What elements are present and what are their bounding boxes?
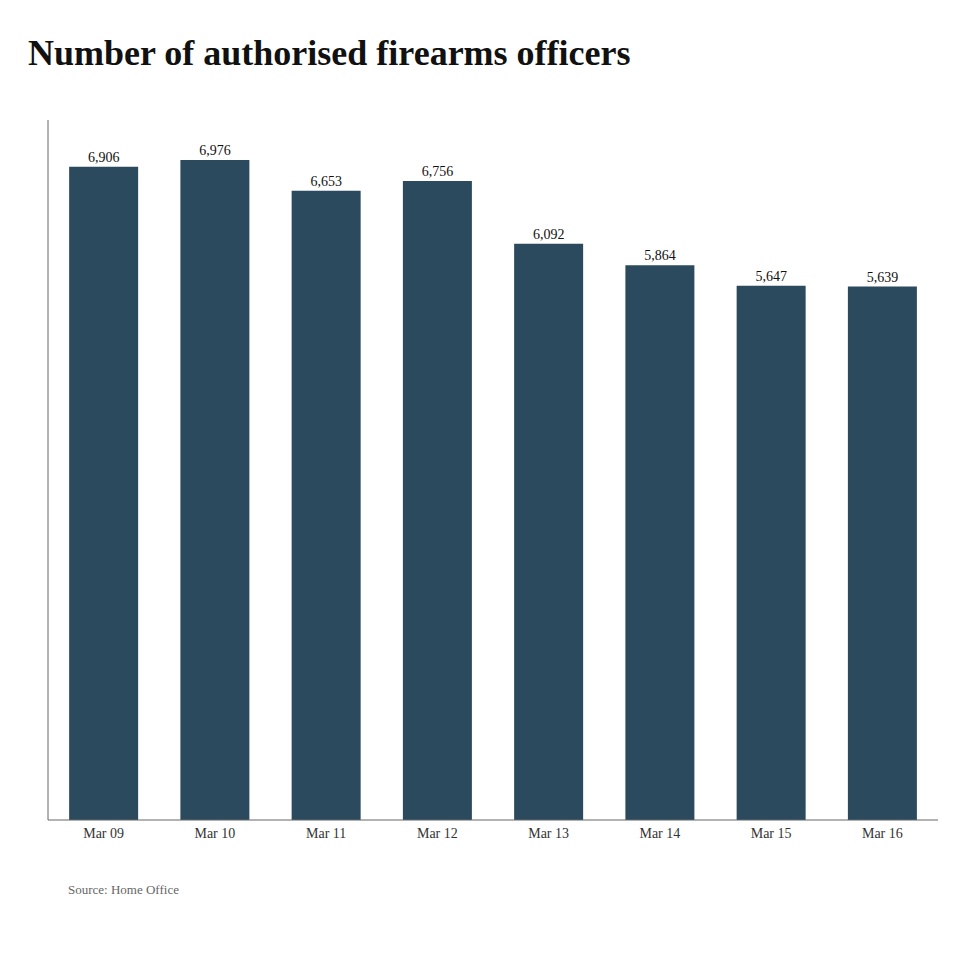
svg-text:Mar 10: Mar 10 [194,826,235,841]
svg-text:6,092: 6,092 [533,227,565,242]
svg-text:6,976: 6,976 [199,143,231,158]
html-text:Source: Home Office: Source: Home Office [68,882,179,897]
svg-text:Mar 13: Mar 13 [528,826,569,841]
svg-text:6,906: 6,906 [88,150,120,165]
svg-text:Mar 15: Mar 15 [751,826,792,841]
html-text:Number of authorised firearms: Number of authorised firearms officers [28,33,631,73]
svg-text:5,864: 5,864 [644,248,676,263]
svg-text:5,639: 5,639 [867,270,899,285]
svg-text:Mar 14: Mar 14 [639,826,680,841]
svg-text:5,647: 5,647 [755,269,787,284]
svg-text:Mar 12: Mar 12 [417,826,458,841]
svg-text:Mar 16: Mar 16 [862,826,903,841]
svg-text:6,756: 6,756 [422,164,454,179]
svg-text:6,653: 6,653 [310,174,342,189]
svg-text:Mar 09: Mar 09 [83,826,124,841]
svg-text:Mar 11: Mar 11 [306,826,346,841]
